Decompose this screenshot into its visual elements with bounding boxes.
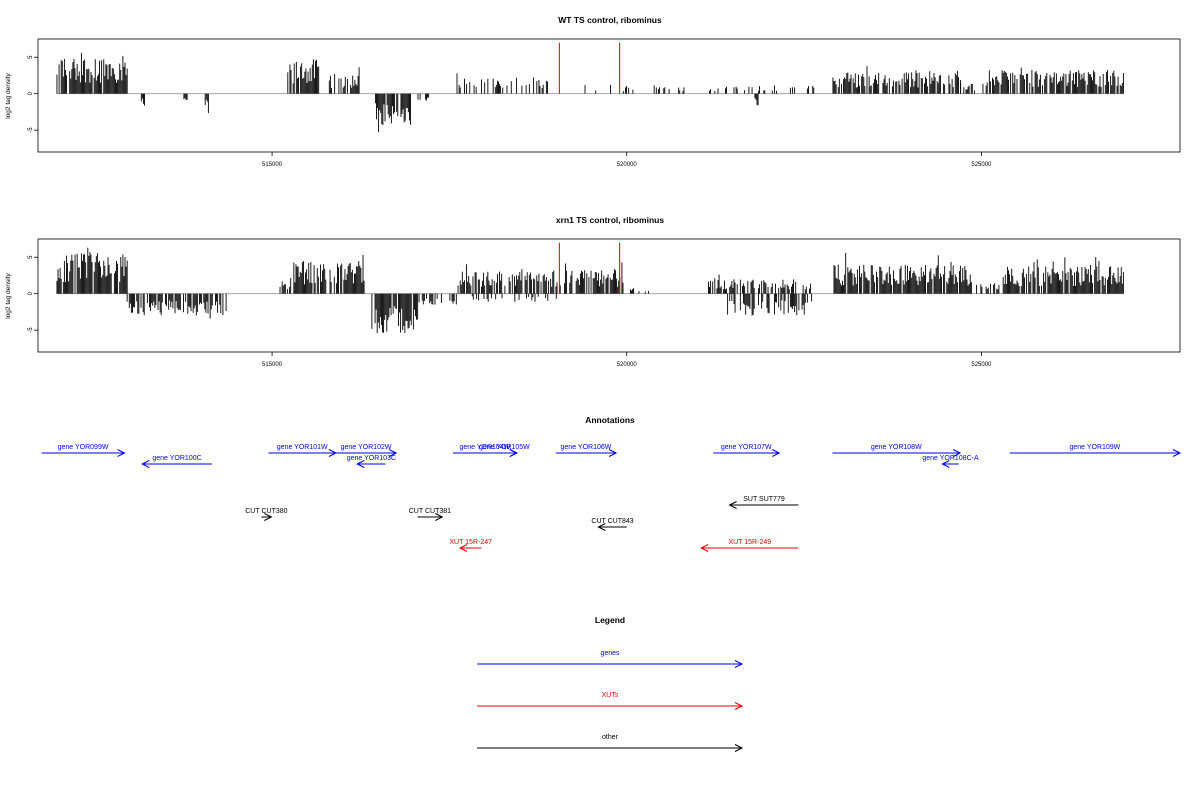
legend-arrow-head — [734, 744, 744, 752]
feature-arrow-head — [141, 460, 150, 468]
feature-arrow-head — [597, 523, 606, 531]
feature-label: XUT 15R-247 — [449, 539, 492, 546]
feature-label: SUT SUT779 — [743, 496, 785, 503]
annotation-feature: gene YOR108W — [832, 444, 962, 457]
feature-label: gene YOR108W — [871, 444, 922, 451]
wt-x-tick-label: 520000 — [617, 162, 638, 168]
feature-arrow-head — [941, 460, 950, 468]
feature-arrow-head — [772, 449, 781, 457]
legend-title: Legend — [595, 615, 625, 625]
feature-label: gene YOR101W — [277, 444, 328, 451]
xrn1-y-tick-label: 5 — [28, 255, 34, 259]
annotation-feature: gene YOR106W — [555, 444, 618, 457]
xrn1-y-tick-label: 0 — [28, 291, 34, 295]
legend-item-genes: genes — [477, 650, 744, 668]
xrn1-plot-frame — [37, 238, 1181, 353]
feature-label: gene YOR106W — [561, 444, 612, 451]
feature-label: gene YOR105W — [479, 444, 530, 451]
xrn1-y-axis-label: log2 tag density — [5, 272, 12, 318]
feature-label: XUT 15R-249 — [728, 539, 771, 546]
wt-y-tick-label: 0 — [28, 91, 34, 95]
annotation-feature: CUT CUT380 — [245, 508, 288, 521]
feature-arrow-head — [388, 449, 398, 457]
legend-panel: Legend genes XUTs other — [477, 615, 744, 752]
legend-label: other — [602, 734, 619, 741]
annotation-feature: gene YOR102W — [335, 444, 398, 457]
feature-arrow-head — [356, 460, 365, 468]
legend-label: genes — [600, 650, 620, 657]
annotation-feature: CUT CUT843 — [591, 518, 634, 531]
wt-y-tick-label: -5 — [28, 127, 34, 133]
feature-label: gene YOR109W — [1069, 444, 1120, 451]
feature-label: gene YOR099W — [58, 444, 109, 451]
annotation-feature: gene YOR105W — [479, 444, 530, 457]
annotation-feature: gene YOR107W — [713, 444, 781, 457]
feature-label: gene YOR108C-A — [922, 455, 979, 462]
annotation-feature: XUT 15R-249 — [700, 539, 799, 552]
xrn1-track-title: xrn1 TS control, ribominus — [556, 215, 664, 225]
annotation-feature: gene YOR099W — [41, 444, 126, 457]
legend-arrow-head — [734, 660, 744, 668]
wt-x-tick-label: 515000 — [262, 162, 283, 168]
xrn1-x-tick-label: 525000 — [971, 362, 992, 368]
feature-arrow-head — [264, 513, 273, 521]
xrn1-x-tick-label: 520000 — [617, 362, 638, 368]
legend-arrow-head — [734, 702, 744, 710]
annotation-feature: gene YOR101W — [268, 444, 338, 457]
wt-x-tick-label: 525000 — [971, 162, 992, 168]
feature-label: gene YOR100C — [152, 455, 201, 462]
feature-label: gene YOR102W — [341, 444, 392, 451]
feature-arrow-head — [117, 449, 126, 457]
annotations-title: Annotations — [585, 415, 635, 425]
feature-arrow-head — [435, 513, 444, 521]
wt-y-tick-label: 5 — [28, 55, 34, 59]
annotation-feature: XUT 15R-247 — [449, 539, 492, 552]
legend-item-other: other — [477, 734, 744, 752]
feature-arrow-head — [1172, 449, 1182, 457]
annotation-feature: SUT SUT779 — [728, 496, 799, 509]
legend-label: XUTs — [602, 692, 619, 699]
feature-arrow-head — [700, 544, 709, 552]
feature-arrow-head — [509, 449, 518, 457]
feature-label: CUT CUT843 — [591, 518, 633, 525]
legend-item-xuts: XUTs — [477, 692, 744, 710]
feature-label: CUT CUT380 — [245, 508, 287, 515]
feature-arrow-head — [952, 449, 962, 457]
xrn1-y-tick-label: -5 — [28, 327, 34, 333]
feature-label: gene YOR104W — [459, 444, 510, 451]
xrn1-x-tick-label: 515000 — [262, 362, 283, 368]
annotation-feature: gene YOR100C — [141, 455, 212, 468]
xrn1-track-panel: xrn1 TS control, ribominus log2 tag dens… — [5, 215, 1181, 368]
annotations-panel: Annotations gene YOR099W gene YOR100C gene… — [41, 415, 1182, 552]
annotation-feature: gene YOR108C-A — [922, 455, 979, 468]
feature-arrow-head — [608, 449, 618, 457]
wt-y-axis-label: log2 tag density — [5, 72, 12, 118]
wt-plot-frame — [37, 38, 1181, 153]
feature-arrow-head — [728, 501, 737, 509]
feature-label: gene YOR103C — [347, 455, 396, 462]
feature-arrow-head — [458, 544, 468, 552]
feature-label: gene YOR107W — [721, 444, 772, 451]
annotation-feature: CUT CUT381 — [409, 508, 451, 521]
annotation-feature: gene YOR109W — [1009, 444, 1182, 457]
annotation-feature: gene YOR103C — [347, 455, 396, 468]
wt-track-panel: WT TS control, ribominus log2 tag densit… — [5, 15, 1181, 168]
wt-track-title: WT TS control, ribominus — [558, 15, 662, 25]
feature-label: CUT CUT381 — [409, 508, 451, 515]
